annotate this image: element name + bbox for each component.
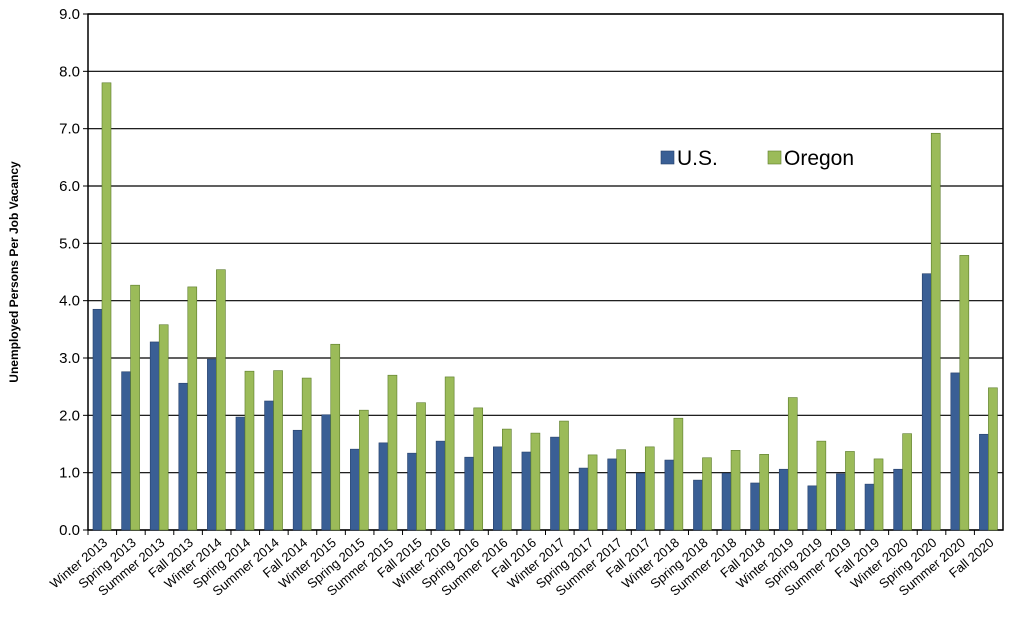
bar bbox=[644, 446, 655, 531]
bar bbox=[930, 132, 941, 531]
legend-swatch bbox=[767, 150, 782, 165]
y-axis-label: Unemployed Persons Per Job Vacancy bbox=[7, 161, 21, 383]
bar bbox=[578, 467, 589, 531]
bar bbox=[787, 397, 798, 531]
y-tick-label: 1.0 bbox=[59, 465, 80, 482]
y-tick-label: 0.0 bbox=[59, 522, 80, 539]
bar bbox=[92, 308, 103, 531]
y-tick-label: 7.0 bbox=[59, 121, 80, 138]
bar bbox=[473, 407, 484, 531]
y-tick-label: 5.0 bbox=[59, 235, 80, 252]
bar bbox=[130, 284, 140, 531]
bar bbox=[759, 454, 769, 531]
bar bbox=[550, 436, 560, 531]
bar bbox=[502, 428, 512, 531]
bar bbox=[416, 402, 426, 531]
bar bbox=[873, 458, 884, 531]
bar bbox=[378, 442, 389, 531]
bar bbox=[902, 433, 912, 531]
bar bbox=[816, 440, 827, 531]
bar bbox=[864, 483, 875, 531]
bar bbox=[387, 374, 398, 531]
bar bbox=[407, 452, 417, 531]
y-tick-label: 3.0 bbox=[59, 350, 80, 367]
bar bbox=[893, 468, 903, 531]
legend-label: U.S. bbox=[677, 147, 718, 170]
bar bbox=[121, 371, 131, 531]
bar bbox=[158, 324, 169, 531]
bar bbox=[493, 446, 503, 531]
legend-swatch bbox=[660, 150, 675, 165]
y-tick-label: 6.0 bbox=[59, 178, 80, 195]
bar bbox=[101, 82, 112, 531]
bar bbox=[444, 376, 455, 531]
bar bbox=[273, 370, 283, 531]
bar bbox=[673, 417, 684, 531]
bar bbox=[807, 485, 818, 531]
bar bbox=[730, 450, 741, 531]
bar bbox=[435, 440, 446, 531]
bar bbox=[530, 432, 541, 531]
bar bbox=[702, 457, 712, 531]
bar bbox=[950, 372, 961, 531]
bar bbox=[464, 456, 475, 531]
bar bbox=[750, 482, 760, 531]
bar bbox=[216, 269, 226, 531]
y-tick-label: 8.0 bbox=[59, 63, 80, 80]
bar bbox=[330, 343, 341, 531]
bar bbox=[979, 433, 989, 531]
bar bbox=[587, 454, 598, 531]
legend-label: Oregon bbox=[784, 147, 854, 170]
bar bbox=[616, 449, 626, 531]
y-tick-label: 4.0 bbox=[59, 293, 80, 310]
bar bbox=[607, 458, 617, 531]
bar bbox=[264, 400, 274, 531]
bar bbox=[635, 472, 646, 531]
bar bbox=[664, 459, 675, 531]
bar bbox=[959, 255, 970, 531]
bar bbox=[149, 341, 160, 531]
bar bbox=[778, 468, 789, 531]
bar bbox=[178, 382, 189, 531]
y-tick-label: 9.0 bbox=[59, 6, 80, 23]
bar bbox=[321, 414, 332, 531]
bar bbox=[845, 451, 855, 531]
bar bbox=[359, 409, 369, 531]
bar bbox=[207, 358, 217, 531]
bar bbox=[836, 473, 846, 531]
bar bbox=[187, 286, 198, 531]
bar bbox=[921, 273, 932, 531]
bar bbox=[235, 416, 246, 531]
bar bbox=[693, 479, 703, 531]
bar bbox=[721, 472, 732, 531]
y-tick-label: 2.0 bbox=[59, 407, 80, 424]
bar bbox=[244, 370, 255, 531]
bar bbox=[292, 429, 303, 531]
bar bbox=[988, 387, 998, 531]
bar bbox=[559, 420, 569, 531]
bar bbox=[521, 451, 532, 531]
bar bbox=[350, 448, 360, 531]
bar bbox=[301, 377, 312, 531]
